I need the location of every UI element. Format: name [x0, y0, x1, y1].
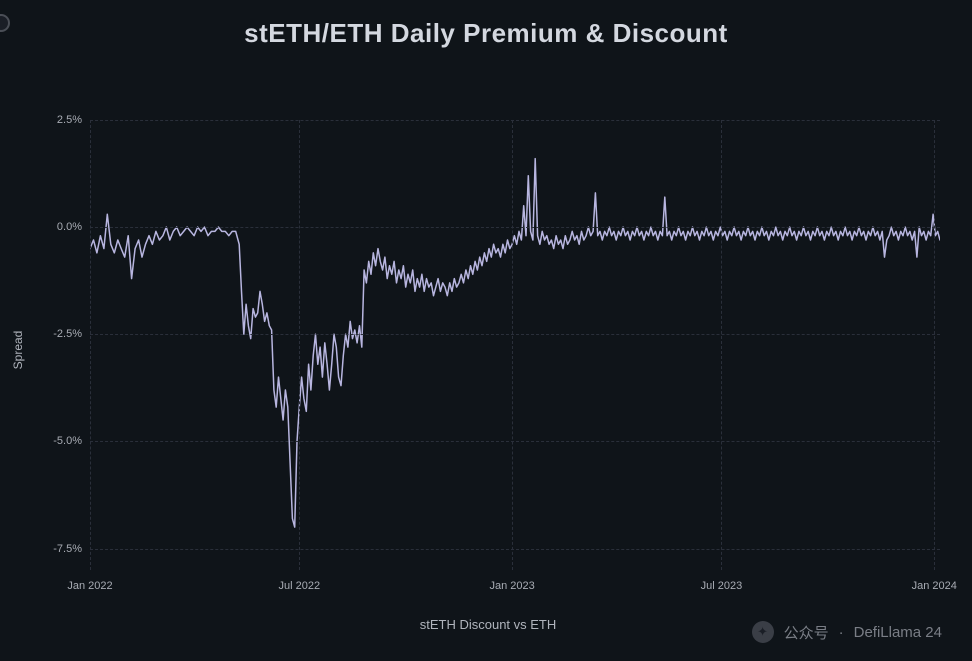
x-tick-label: Jan 2024 [912, 580, 957, 592]
gridline-horizontal [90, 227, 940, 228]
x-axis-label: stETH Discount vs ETH [420, 617, 557, 632]
watermark: ✦ 公众号 · DefiLlama 24 [752, 621, 942, 643]
y-tick-label: -5.0% [53, 435, 82, 447]
chart-title: stETH/ETH Daily Premium & Discount [0, 0, 972, 49]
watermark-label: 公众号 [784, 622, 829, 643]
y-tick-label: -2.5% [53, 328, 82, 340]
x-tick-label: Jan 2022 [67, 580, 112, 592]
x-tick-label: Jul 2022 [279, 580, 321, 592]
watermark-separator: · [839, 624, 844, 641]
gridline-vertical [299, 120, 300, 570]
x-tick-label: Jan 2023 [489, 580, 534, 592]
gridline-vertical [90, 120, 91, 570]
gridline-horizontal [90, 441, 940, 442]
gridline-horizontal [90, 549, 940, 550]
x-tick-label: Jul 2023 [701, 580, 743, 592]
watermark-source: DefiLlama 24 [854, 624, 942, 641]
plot-area: 2.5%0.0%-2.5%-5.0%-7.5%Jan 2022Jul 2022J… [90, 120, 940, 570]
wechat-icon: ✦ [752, 621, 774, 643]
y-tick-label: 0.0% [57, 221, 82, 233]
gridline-vertical [721, 120, 722, 570]
gridline-vertical [512, 120, 513, 570]
y-axis-label: Spread [11, 331, 25, 370]
y-tick-label: 2.5% [57, 114, 82, 126]
line-series [90, 120, 940, 570]
gridline-vertical [934, 120, 935, 570]
y-tick-label: -7.5% [53, 543, 82, 555]
gridline-horizontal [90, 120, 940, 121]
gridline-horizontal [90, 334, 940, 335]
chart-container: Spread 2.5%0.0%-2.5%-5.0%-7.5%Jan 2022Ju… [28, 70, 948, 630]
